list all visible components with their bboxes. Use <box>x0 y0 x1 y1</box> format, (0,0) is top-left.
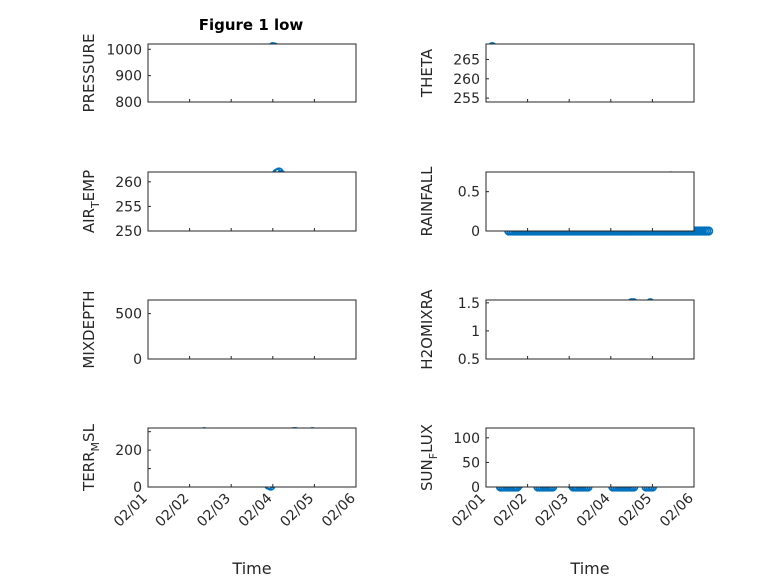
x-tick-label: 02/05 <box>615 491 655 531</box>
axes-box <box>147 43 357 103</box>
x-tick-label: 02/04 <box>236 490 276 530</box>
y-tick-label: 260 <box>115 175 142 191</box>
axes-box <box>485 43 695 103</box>
y-tick-label: 200 <box>115 443 142 459</box>
subplot-mixdepth: 0 500 MIXDEPTH <box>80 290 357 369</box>
y-tick-label: 0 <box>133 352 142 368</box>
x-axis-label: Time <box>569 559 609 578</box>
axes-box <box>147 427 357 488</box>
subplot-rainfall: 0 0.5 RAINFALL <box>418 166 714 240</box>
y-axis-label: PRESSURE <box>80 34 98 113</box>
y-axis-label: SUNFLUX <box>418 424 440 491</box>
y-tick-label: 255 <box>115 199 142 215</box>
subplot-pressure: 800 900 1000 PRESSURE <box>80 34 357 113</box>
subplot-sun: 0 50 100 02/01 02/02 02/03 02/04 02/05 02/06 Time… <box>418 424 697 578</box>
y-tick-label: 1000 <box>106 42 142 58</box>
axes-box <box>485 171 695 232</box>
subplot-air: 250 255 260 AIRTEMP <box>80 167 357 240</box>
y-tick-label: 1.5 <box>458 296 480 312</box>
figure-title: Figure 1 low <box>199 16 304 34</box>
y-tick-label: 900 <box>115 69 142 85</box>
y-axis-label: THETA <box>418 48 436 98</box>
axes-box <box>485 427 695 488</box>
subplot-theta: 255 260 265 THETA <box>418 42 695 107</box>
y-axis-label: H2OMIXRA <box>418 289 436 370</box>
x-axis-label: Time <box>231 559 271 578</box>
x-tick-label: 02/06 <box>319 490 359 530</box>
subplot-terr: 0 200 02/01 02/02 02/03 02/04 02/05 02/06 Time TE… <box>80 423 359 578</box>
x-tick-label: 02/04 <box>574 490 614 530</box>
y-tick-label: 100 <box>453 431 480 447</box>
y-tick-label: 0 <box>471 480 480 496</box>
data-point <box>703 226 714 236</box>
y-tick-label: 50 <box>462 455 480 471</box>
y-tick-label: 1 <box>471 324 480 340</box>
x-tick-label: 02/03 <box>532 491 572 531</box>
x-tick-label: 02/02 <box>153 491 193 531</box>
y-tick-label: 0 <box>471 224 480 240</box>
y-tick-label: 800 <box>115 95 142 111</box>
y-tick-label: 0.5 <box>458 352 480 368</box>
y-axis-label: AIRTEMP <box>80 170 102 233</box>
y-tick-label: 0.5 <box>458 185 480 201</box>
x-tick-label: 02/06 <box>657 490 697 530</box>
y-tick-label: 265 <box>453 52 480 68</box>
y-tick-label: 260 <box>453 72 480 88</box>
x-tick-label: 02/01 <box>449 491 489 531</box>
x-tick-label: 02/01 <box>111 491 151 531</box>
y-tick-label: 500 <box>115 307 142 323</box>
y-axis-label: TERRMSL <box>80 423 102 492</box>
y-axis-label: MIXDEPTH <box>80 290 98 368</box>
axes-box <box>147 171 357 232</box>
axes-box <box>147 299 357 360</box>
subplot-h2omixra: 0.5 1 1.5 H2OMIXRA <box>418 289 695 370</box>
y-tick-label: 250 <box>115 224 142 240</box>
x-tick-label: 02/05 <box>277 491 317 531</box>
y-tick-label: 255 <box>453 91 480 107</box>
axes-box <box>485 299 695 360</box>
y-tick-label: 0 <box>133 480 142 496</box>
x-tick-label: 02/02 <box>491 491 531 531</box>
y-axis-label: RAINFALL <box>418 166 436 237</box>
x-tick-label: 02/03 <box>194 491 234 531</box>
